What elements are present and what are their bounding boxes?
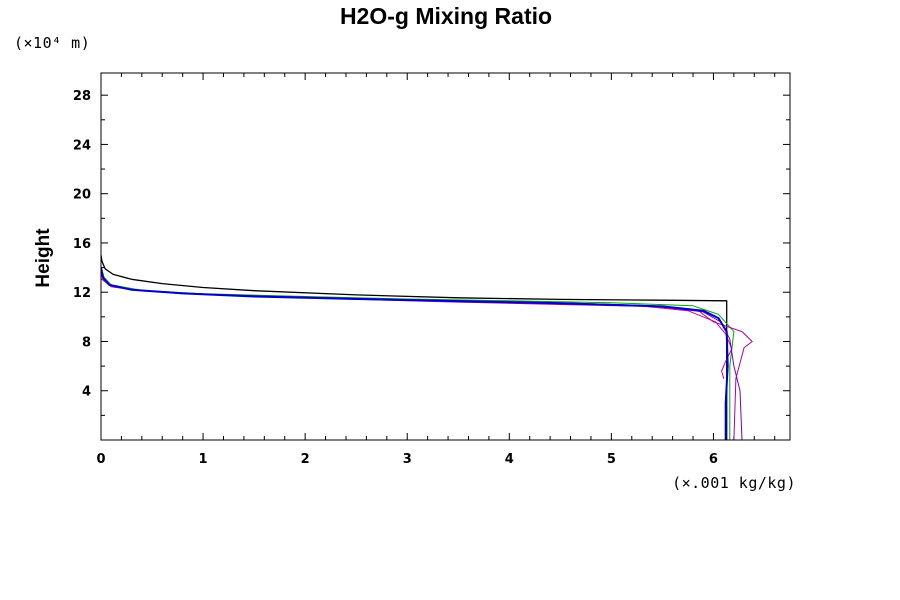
x-tick-label: 4 [505,452,514,467]
y-unit-label: (×10⁴ m) [14,34,90,52]
y-tick-label: 24 [73,138,91,153]
chart-title: H2O-g Mixing Ratio [340,3,552,29]
series-line-6 [101,266,729,440]
axis-ticks [100,73,790,440]
y-axis-label: Height [33,228,54,288]
x-tick-label: 1 [199,452,208,467]
y-tick-label: 20 [73,188,91,203]
y-tick-label: 4 [82,385,91,400]
data-series [101,254,753,440]
x-tick-label: 2 [301,452,310,467]
series-line-2 [101,265,735,440]
y-tick-label: 8 [82,335,91,350]
x-unit-label: (×.001 kg/kg) [672,474,796,492]
y-tick-label: 12 [73,286,91,301]
y-tick-label: 16 [73,237,91,252]
series-line-1 [101,254,728,440]
x-tick-label: 5 [607,452,616,467]
y-tick-label: 28 [73,89,91,104]
x-tick-label: 3 [403,452,412,467]
x-tick-label: 0 [96,452,105,467]
x-tick-label: 6 [709,452,718,467]
series-line-3 [101,272,753,440]
plot-frame [100,72,791,441]
